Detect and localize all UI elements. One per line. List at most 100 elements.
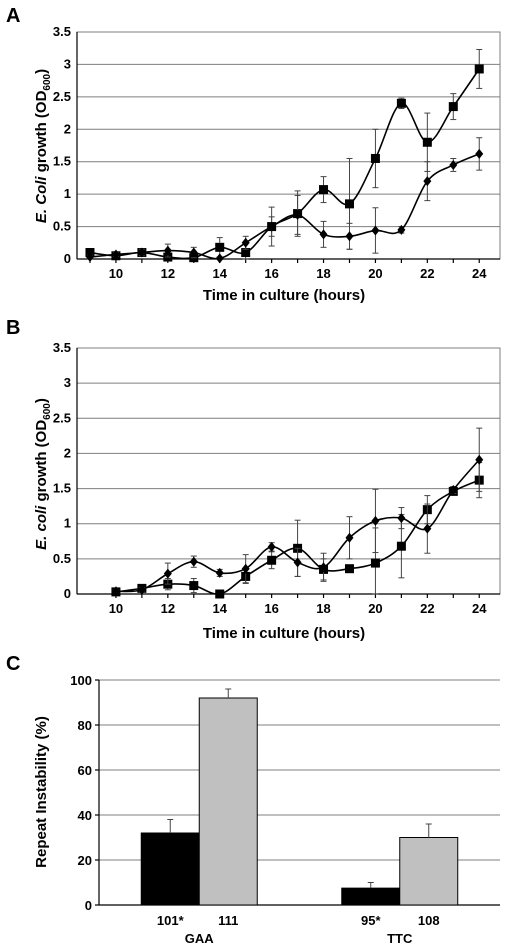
panel-a-y-title-sub: 600 [42, 73, 53, 90]
panel-c-bar-label: 101* [157, 913, 185, 928]
panel-b-x-tick-label: 10 [109, 601, 123, 616]
panel-b-series-diamond-point [215, 567, 224, 578]
panel-a-x-tick-label: 22 [420, 266, 434, 281]
panel-c-y-tick-label: 40 [78, 808, 92, 823]
panel-a-series-diamond-point [163, 245, 172, 256]
panel-a-series-square-point [422, 137, 432, 147]
panel-c-bar-label: 111 [218, 913, 238, 928]
panel-b-x-tick-label: 20 [368, 601, 382, 616]
panel-c-bar-label: 95* [361, 913, 381, 928]
panel-b-y-title-main: growth (OD [33, 420, 50, 506]
panel-a-y-axis-title: E. Coli growth (OD600) [33, 69, 53, 223]
panel-a-plot-frame [76, 31, 501, 260]
panel-b-series-diamond-point [241, 563, 250, 574]
panel-a-series-diamond-point [215, 253, 224, 264]
panel-c-bar-label: 108 [418, 913, 440, 928]
panel-a-series-square-point [370, 153, 380, 163]
panel-b-series-square-point [267, 555, 277, 565]
panel-b-y-tick-label: 1.5 [53, 481, 71, 496]
panel-a-y-tick-label: 1 [64, 186, 71, 201]
panel-a-series-diamond-point [371, 225, 380, 236]
panel-a-y-tick-label: 2 [64, 121, 71, 136]
panel-a-series [85, 49, 484, 264]
panel-a-chart: A 0 0.5 1 1.5 2 2.5 3 3.5 10 12 14 16 18 20 22 24 Time… [6, 5, 501, 304]
panel-c-bars [140, 688, 459, 906]
panel-b-y-tick-label: 2 [64, 445, 71, 460]
panel-b-y-tick-label: 0 [64, 586, 71, 601]
panel-a-y-tick-label: 0 [64, 251, 71, 266]
panel-b-x-tick-label: 14 [212, 601, 227, 616]
panel-a-series-square-point [319, 185, 329, 195]
panel-b-series-diamond-point [475, 454, 484, 465]
panel-a-x-tick-label: 20 [368, 266, 382, 281]
panel-a-series-diamond-point [137, 247, 146, 258]
panel-c-bar [341, 887, 401, 906]
panel-c-group-label: GAA [185, 931, 215, 946]
panel-a-grid [76, 31, 501, 260]
panel-b-y-title-organism: E. coli [33, 505, 50, 550]
panel-a-x-tick-label: 14 [212, 266, 227, 281]
panel-b-y-tick-label: 3.5 [53, 340, 71, 355]
panel-a-series-diamond-point [319, 229, 328, 240]
panel-b-series [111, 427, 484, 599]
panel-a-axes [76, 32, 500, 263]
panel-a-letter: A [6, 5, 20, 27]
panel-b-y-title-suffix: ) [33, 398, 50, 403]
panel-b-x-tick-label: 18 [316, 601, 330, 616]
panel-b-series-square-point [344, 564, 354, 574]
panel-a-series-square-point [241, 248, 251, 258]
panel-b-series-diamond-point [163, 568, 172, 579]
panel-c-y-tick-label: 20 [78, 853, 92, 868]
panel-a-series-diamond-point [267, 221, 276, 232]
panel-a-series-diamond [85, 137, 484, 264]
panel-b-series-diamond-point [137, 584, 146, 595]
panel-c-y-tick-label: 60 [78, 763, 92, 778]
panel-b-series-diamond-point [449, 484, 458, 495]
panel-a-y-tick-label: 0.5 [53, 219, 71, 234]
panel-a-series-square-point [344, 199, 354, 209]
panel-b-y-tick-label: 2.5 [53, 410, 71, 425]
panel-b-y-tick-label: 3 [64, 375, 71, 390]
panel-a-x-tick-label: 16 [264, 266, 278, 281]
panel-a-series-square [85, 49, 484, 263]
panel-c-y-axis-title: Repeat Instability (%) [33, 716, 50, 868]
panel-a-series-diamond-point [111, 249, 120, 260]
panel-b-series-diamond-point [423, 523, 432, 534]
panel-b-series-diamond-point [267, 541, 276, 552]
panel-a-series-square-point [396, 98, 406, 108]
panel-a-y-title-suffix: ) [33, 69, 50, 74]
panel-a-x-ticks: 10 12 14 16 18 20 22 24 [109, 266, 488, 281]
panel-b-series-diamond-point [189, 556, 198, 567]
panel-c-bar [198, 697, 258, 906]
panel-a-series-square-line [89, 68, 480, 260]
panel-a-series-diamond-point [85, 252, 94, 263]
panel-a-series-diamond-line [89, 153, 480, 260]
panel-a-series-diamond-point [449, 159, 458, 170]
panel-a-series-diamond-point [397, 224, 406, 235]
panel-a-y-title-main: growth (OD [33, 90, 50, 176]
panel-b-y-title-sub: 600 [42, 403, 53, 420]
panel-c-bar [399, 837, 459, 906]
panel-a-y-title-organism: E. Coli [33, 176, 50, 224]
panel-b-y-axis-title: E. coli growth (OD600) [33, 398, 53, 550]
panel-c-letter: C [6, 653, 20, 675]
panel-a-x-tick-label: 10 [109, 266, 123, 281]
panel-c-y-tick-label: 0 [85, 898, 92, 913]
panel-a-series-diamond-point [423, 176, 432, 187]
panel-a-x-axis-title: Time in culture (hours) [203, 287, 365, 304]
panel-a-x-tick-label: 18 [316, 266, 330, 281]
panel-c-y-tick-label: 100 [70, 673, 92, 688]
panel-a-series-diamond-point [345, 231, 354, 242]
panel-b-y-tick-label: 1 [64, 516, 71, 531]
panel-a-y-tick-label: 3.5 [53, 24, 71, 39]
panel-b-x-tick-label: 12 [161, 601, 175, 616]
panel-b-x-axis-title: Time in culture (hours) [203, 625, 365, 642]
panel-a-series-square-point [448, 102, 458, 112]
panel-a-y-tick-label: 2.5 [53, 89, 71, 104]
panel-a-y-ticks: 0 0.5 1 1.5 2 2.5 3 3.5 [53, 24, 71, 266]
panel-c-y-tick-label: 80 [78, 718, 92, 733]
panel-a-series-diamond-point [293, 209, 302, 220]
panel-b-series-diamond-point [319, 562, 328, 573]
